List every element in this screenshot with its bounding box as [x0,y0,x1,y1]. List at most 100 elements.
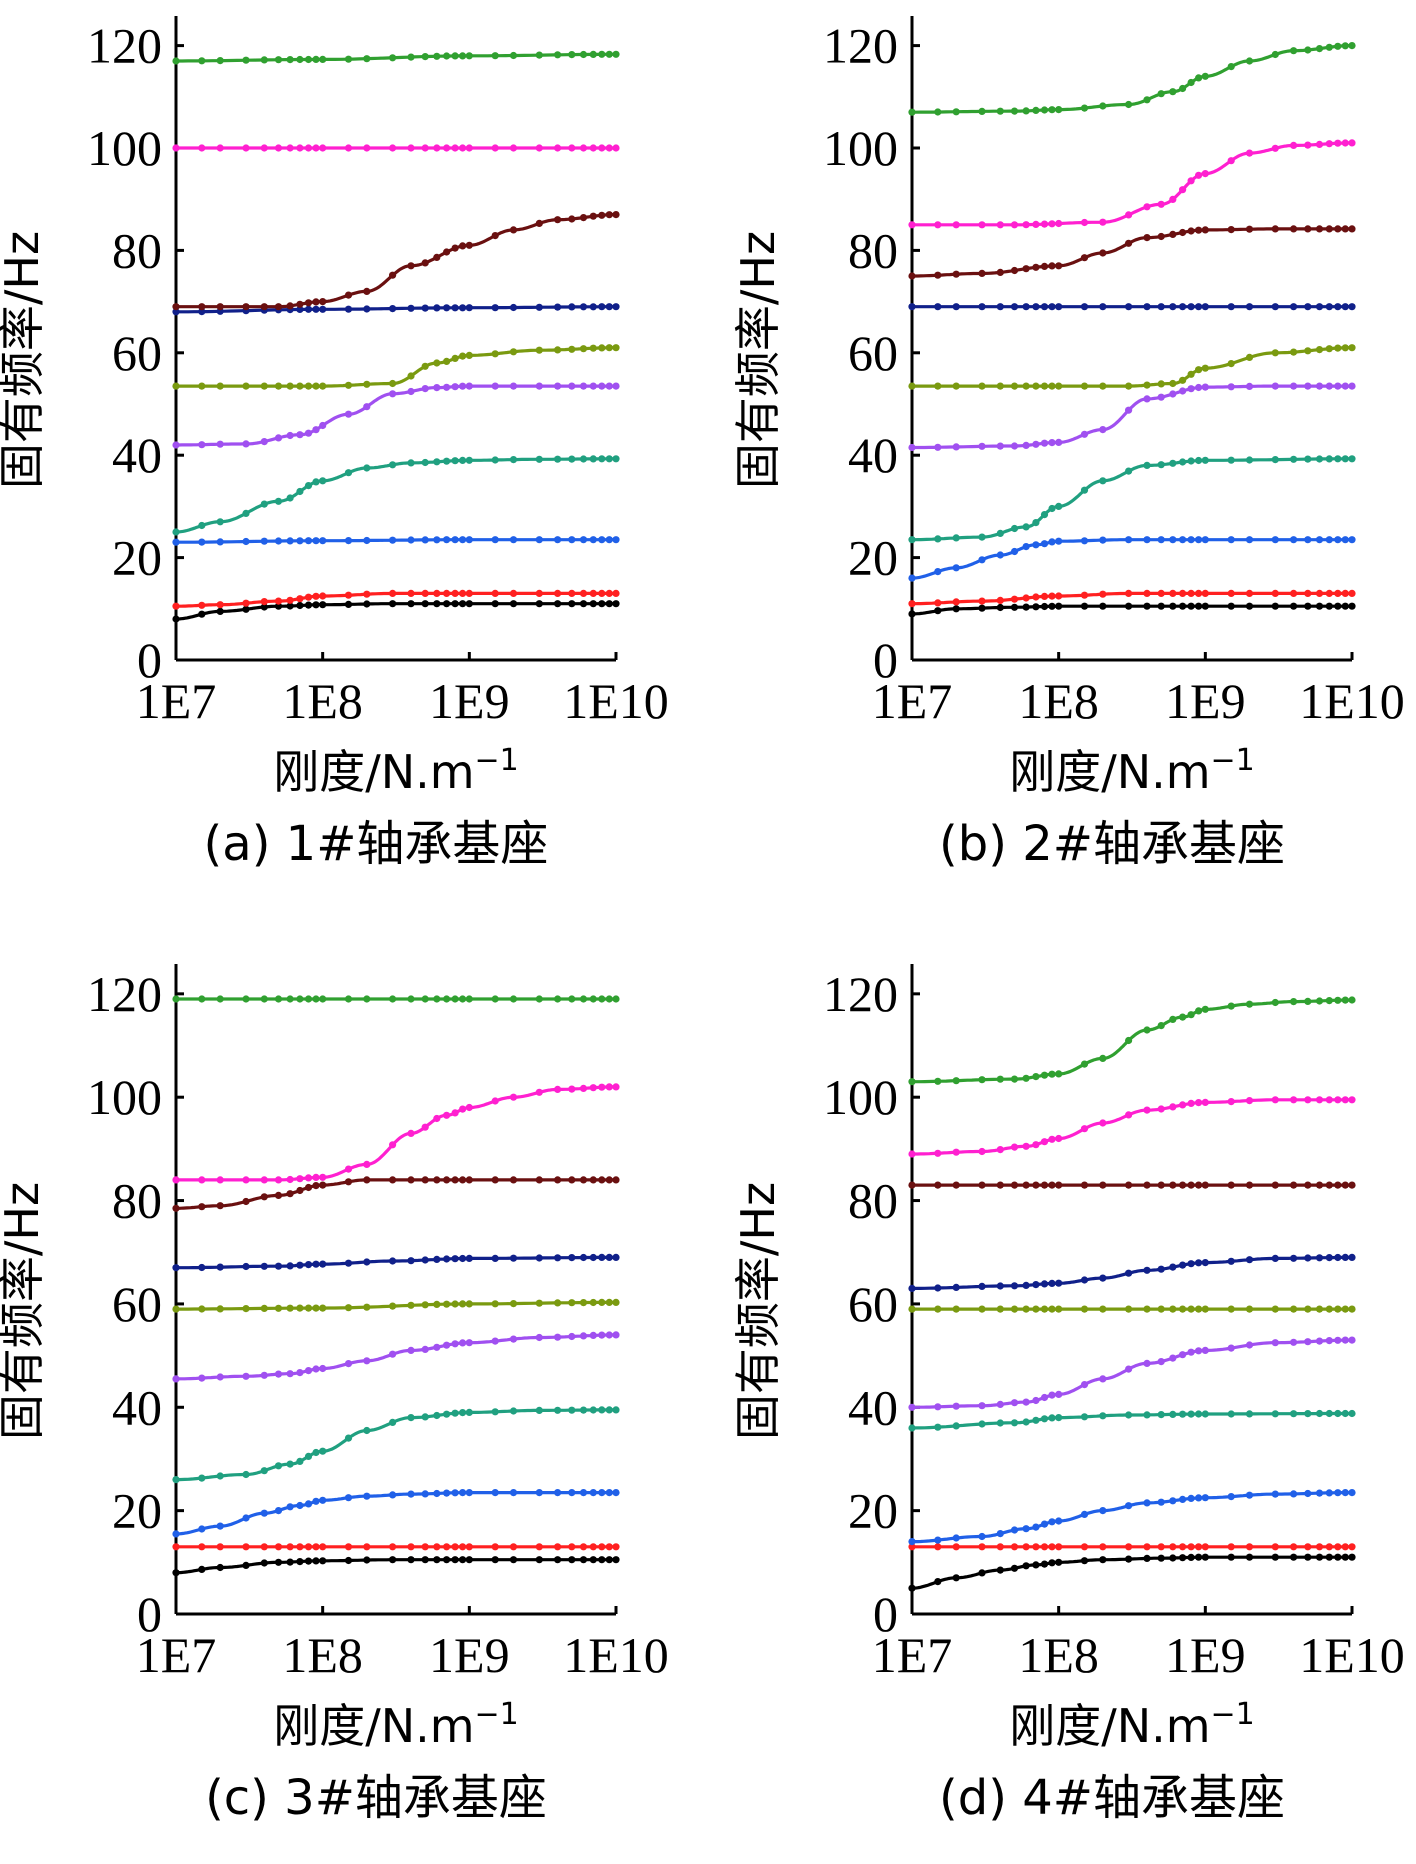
series-marker [172,1375,180,1383]
series-marker [1304,1410,1312,1418]
x-axis-title-main: 刚度/N.m [273,1699,474,1753]
series-marker [1245,225,1254,233]
y-tick-label: 60 [112,325,162,381]
series-marker [1271,382,1279,390]
series-marker [260,603,268,611]
series-marker [1341,1409,1349,1418]
series-marker [1048,1543,1056,1551]
series-marker [286,537,294,545]
series-marker [286,1460,294,1468]
series-marker [363,1426,371,1435]
series-marker [605,600,613,608]
series-marker [908,1181,916,1189]
series-marker [1099,1507,1107,1515]
panel-a-chart: 0 20 40 60 80 100 120 1E7 1E8 1E9 1E10 固有频率/Hz 刚度/N.… [0,16,669,872]
series-marker [1341,1553,1349,1561]
series-marker [1315,346,1324,354]
panel-d-chart: 0 20 40 60 80 100 120 1E7 1E8 1E9 1E10 固有频率/Hz 刚度/N.… [731,964,1405,1826]
series-marker [568,345,576,353]
series-marker [319,477,327,485]
series-marker [344,1165,353,1173]
series-marker [605,1083,613,1091]
series-marker [1271,1181,1279,1189]
series-2 [172,589,620,610]
series-marker [554,589,562,598]
series-marker [216,1263,224,1271]
series-marker [1099,1305,1107,1313]
series-marker [312,1182,320,1190]
series-marker [312,1557,320,1565]
series-marker [242,382,250,390]
series-marker [198,144,206,152]
series-marker [433,1176,441,1184]
series-marker [1334,1553,1342,1561]
series-marker [421,259,429,267]
series-marker [535,455,543,463]
series-marker [1304,46,1312,54]
series-marker [509,1335,518,1343]
series-marker [1055,602,1063,610]
series-marker [344,381,353,389]
y-tick-label: 100 [87,120,162,176]
series-marker [296,431,304,439]
series-marker [296,1543,304,1551]
series-marker [1040,1280,1049,1288]
series-marker [1290,141,1298,149]
x-axis-title: 刚度/N.m−1 [273,1697,519,1753]
series-marker [1271,1254,1279,1262]
series-marker [1325,303,1333,311]
series-marker [1334,589,1342,598]
series-marker [1201,589,1209,598]
series-marker [1179,458,1187,466]
series-marker [363,1303,371,1311]
y-tick-label: 60 [112,1276,162,1332]
series-marker [535,1556,543,1564]
series-marker [1048,538,1056,546]
series-marker [491,1176,499,1184]
series-marker [1125,1555,1133,1563]
series-marker [1315,1337,1324,1345]
series-marker [286,1543,294,1551]
series-marker [1290,1543,1298,1551]
series-marker [304,1500,313,1508]
series-marker [242,56,250,64]
series-marker [1125,602,1133,610]
series-marker [260,995,268,1003]
series-marker [216,57,224,65]
series-marker [612,600,620,608]
series-marker [934,1305,942,1313]
series-marker [908,1424,916,1432]
series-marker [443,1341,451,1349]
series-marker [433,384,441,392]
series-2 [908,589,1356,608]
series-marker [389,54,397,62]
series-line [176,1178,616,1210]
series-3 [172,536,620,546]
series-marker [1010,1399,1019,1407]
series-marker [1245,1491,1254,1499]
series-marker [443,52,451,60]
series-line [175,1333,616,1381]
series-marker [1290,47,1298,55]
series-marker [952,1181,960,1189]
series-marker [1271,1490,1279,1498]
series-marker [1143,381,1151,389]
series-line [912,227,1352,278]
series-marker [312,55,320,64]
series-marker [589,1298,597,1307]
series-marker [1099,1054,1107,1062]
series-marker [172,1264,180,1272]
series-marker [198,1525,206,1533]
series-marker [465,52,473,60]
series-marker [274,995,283,1003]
series-marker [1245,353,1254,361]
series-marker [198,1474,206,1482]
series-marker [598,1331,606,1339]
series-marker [1201,1305,1209,1313]
series-marker [996,268,1004,276]
series-marker [934,1578,942,1586]
series-marker [908,536,916,544]
series-marker [934,382,942,390]
series-marker [1022,1418,1030,1426]
series-marker [978,442,986,450]
